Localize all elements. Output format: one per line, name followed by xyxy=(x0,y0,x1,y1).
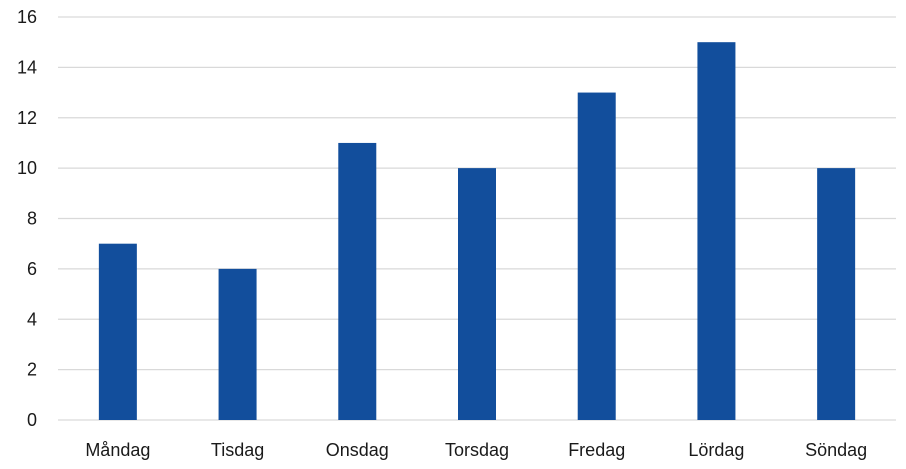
bar-7 xyxy=(817,168,856,420)
bar-6 xyxy=(697,42,736,420)
bar-2 xyxy=(218,268,257,420)
y-tick-label: 4 xyxy=(27,309,37,329)
y-tick-label: 0 xyxy=(27,410,37,430)
x-axis-tick-labels: Måndag Tisdag Onsdag Torsdag Fredag Lördag Sön… xyxy=(85,440,867,460)
x-tick-label: Lördag xyxy=(688,440,744,460)
y-tick-label: 12 xyxy=(17,108,37,128)
y-tick-label: 8 xyxy=(27,209,37,229)
bar-4 xyxy=(458,168,496,420)
y-tick-label: 10 xyxy=(17,158,37,178)
x-tick-label: Onsdag xyxy=(326,440,389,460)
bar-5 xyxy=(577,92,616,420)
x-tick-label: Torsdag xyxy=(445,440,509,460)
y-tick-label: 16 xyxy=(17,7,37,27)
y-tick-label: 2 xyxy=(27,360,37,380)
bar-3 xyxy=(338,142,377,420)
bar-1 xyxy=(98,243,137,420)
x-tick-label: Söndag xyxy=(805,440,867,460)
bars xyxy=(98,42,856,420)
y-tick-label: 6 xyxy=(27,259,37,279)
x-tick-label: Fredag xyxy=(568,440,625,460)
y-axis-tick-labels: 0 2 4 6 8 10 12 14 16 xyxy=(17,7,37,430)
x-tick-label: Tisdag xyxy=(211,440,264,460)
y-tick-label: 14 xyxy=(17,57,37,77)
x-tick-label: Måndag xyxy=(85,440,150,460)
